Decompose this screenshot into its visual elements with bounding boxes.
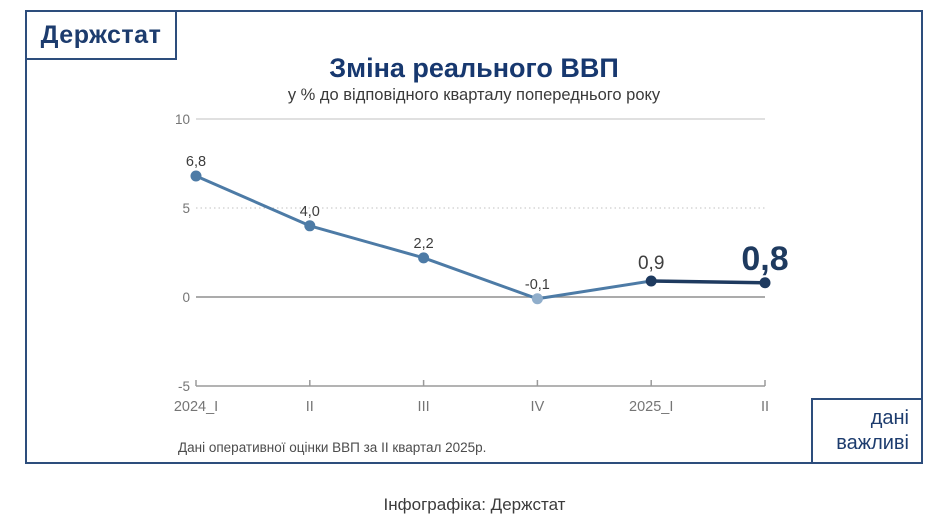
chart-footnote: Дані оперативної оцінки ВВП за II кварта… (178, 440, 487, 455)
x-tick-label-2: III (418, 399, 430, 415)
data-label-II: 0,8 (741, 240, 788, 278)
line-segment-3 (535, 279, 653, 301)
x-tick-label-1: II (306, 399, 314, 415)
badge-line-1: дані (870, 407, 909, 429)
y-tick-label-5: 5 (182, 201, 190, 216)
x-tick-label-0: 2024_I (174, 399, 218, 415)
data-point-II (304, 220, 316, 232)
x-tick-label-4: 2025_I (629, 399, 673, 415)
chart-subtitle: у % до відповідного кварталу попередньог… (287, 86, 661, 104)
data-label-2024_I: 6,8 (186, 154, 206, 170)
data-point-2025_I (645, 275, 657, 287)
data-label-2025_I: 0,9 (638, 253, 664, 274)
infographic-caption: Інфографіка: Держстат (383, 495, 566, 514)
data-point-III (418, 252, 430, 264)
line-segment-2 (422, 256, 539, 301)
data-important-badge: дані важливі (811, 398, 923, 464)
x-tick-label-5: II (761, 399, 769, 415)
chart-frame (25, 10, 923, 464)
line-segment-4 (649, 279, 767, 285)
derzhstat-logo: Держстат (25, 10, 177, 60)
x-tick-label-3: IV (531, 399, 545, 415)
data-point-II (759, 277, 771, 289)
data-point-IV (531, 293, 543, 305)
data-label-II: 4,0 (300, 204, 320, 220)
data-label-III: 2,2 (414, 236, 434, 252)
y-tick-label-0: 0 (182, 290, 190, 305)
chart-title: Зміна реального ВВП (329, 53, 619, 83)
line-segment-0 (194, 174, 312, 228)
data-point-2024_I (190, 170, 202, 182)
badge-line-2: важливі (836, 432, 909, 454)
logo-text: Держстат (40, 20, 162, 49)
y-tick-label--5: -5 (178, 379, 190, 394)
data-label-IV: -0,1 (525, 277, 550, 293)
line-segment-1 (308, 224, 426, 260)
y-tick-label-10: 10 (175, 112, 190, 127)
